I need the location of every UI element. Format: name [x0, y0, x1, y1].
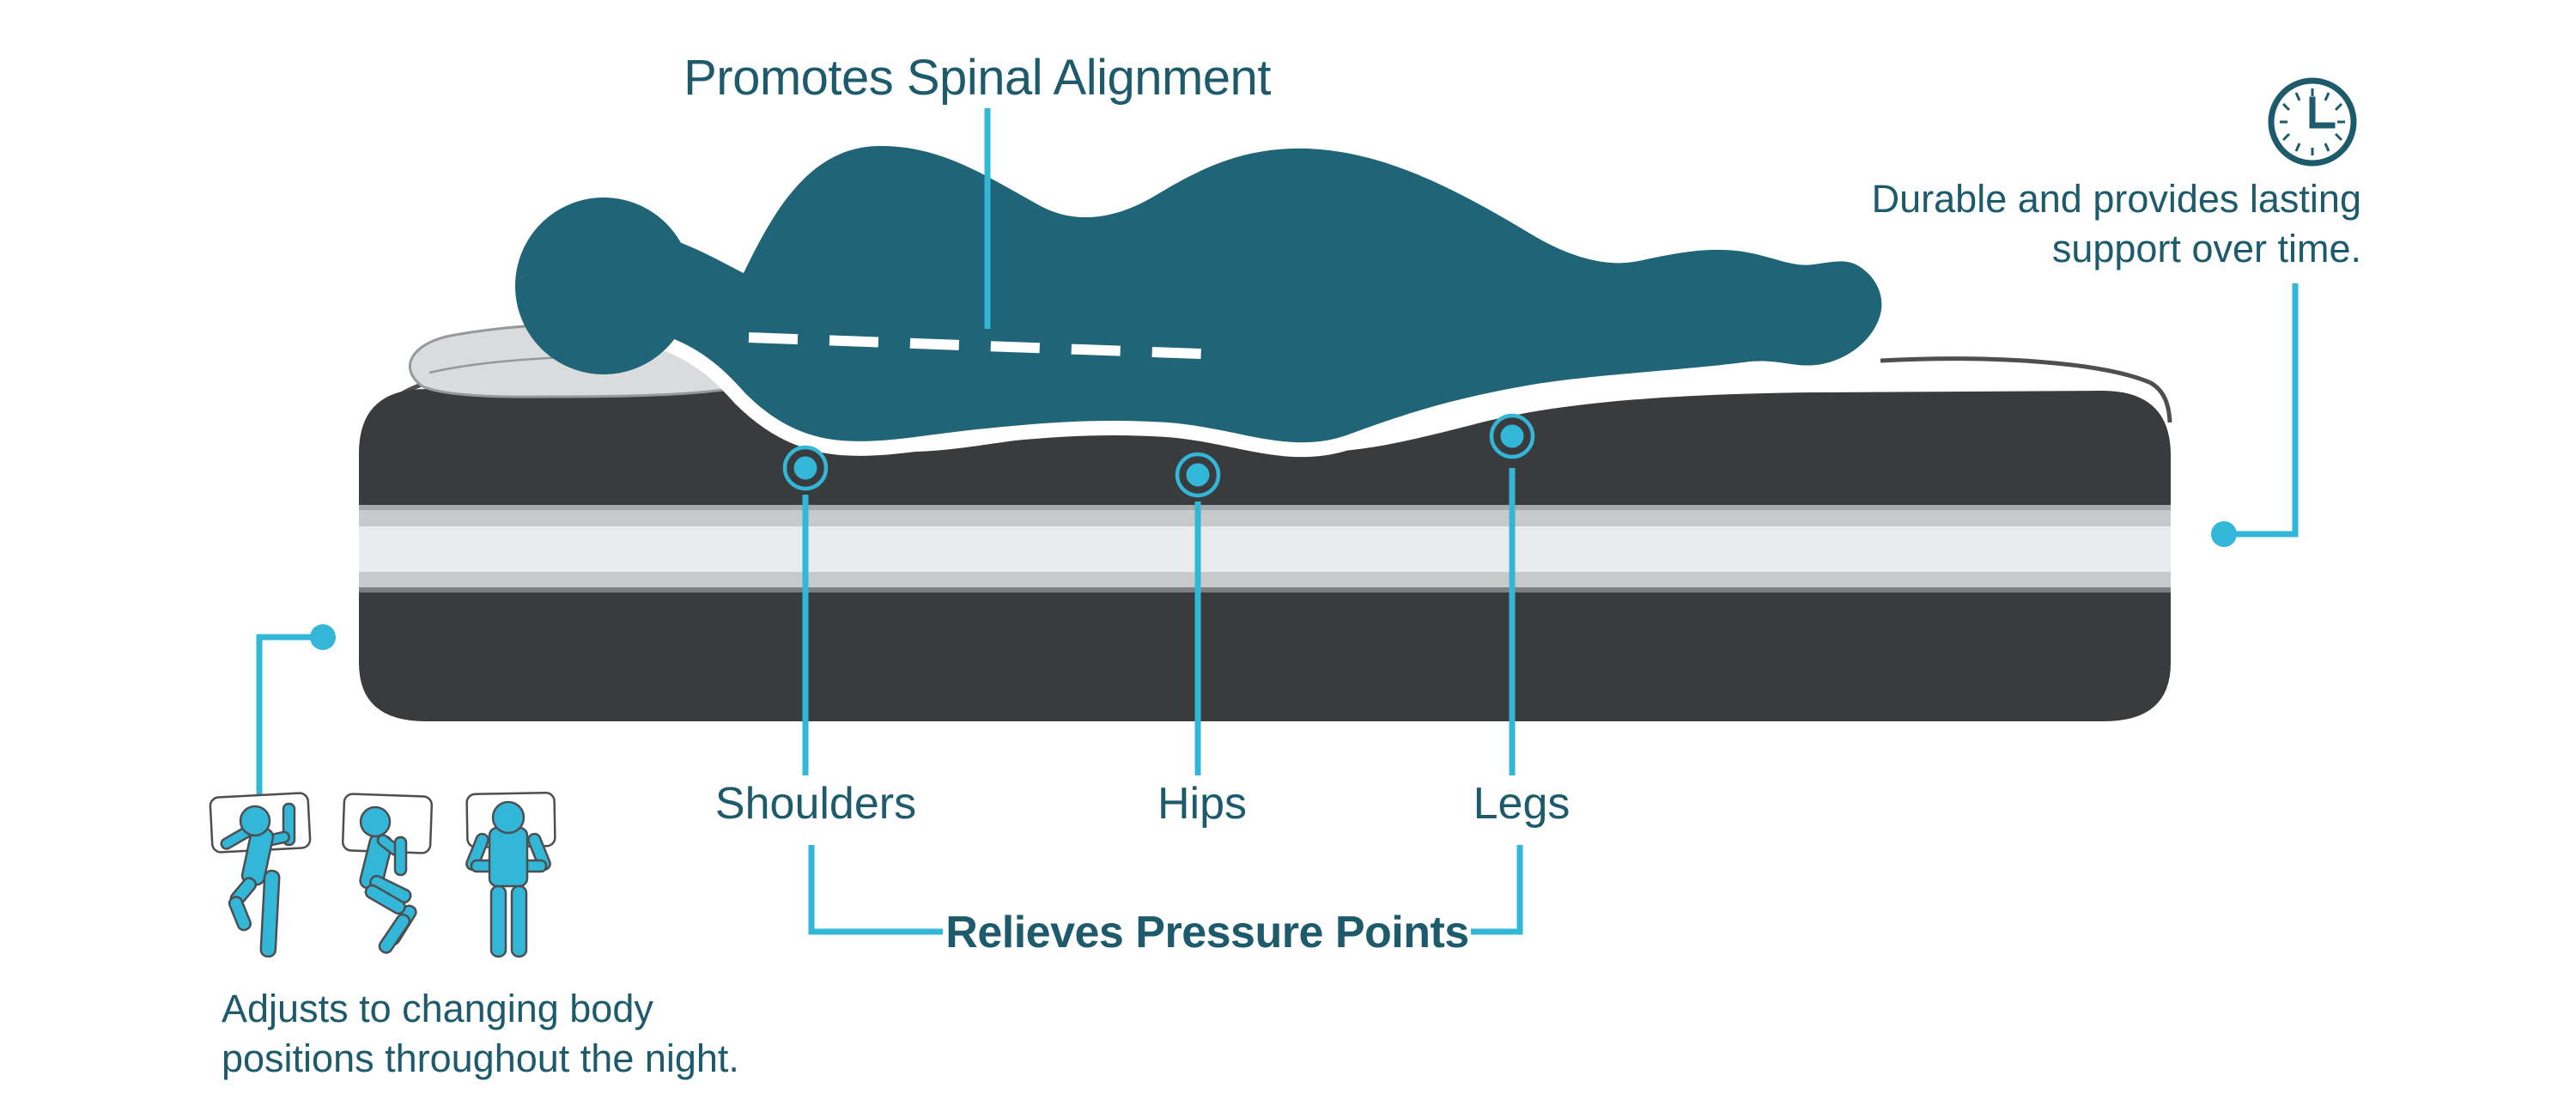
pressure-point-marker-hips — [1175, 452, 1221, 498]
side-sleeper-curled-icon — [341, 793, 434, 954]
stripe-gray-top — [359, 510, 2171, 526]
clock-icon — [2268, 77, 2357, 167]
pressure-label-hips: Hips — [1157, 779, 1248, 829]
pressure-heading: Relieves Pressure Points — [945, 908, 1469, 957]
durability-note-line1: Durable and provides lasting — [1871, 177, 2361, 221]
pressure-point-marker-legs — [1489, 413, 1535, 459]
adaptability-note: Adjusts to changing body positions throu… — [222, 984, 739, 1083]
stripe-separator-top — [359, 505, 2171, 510]
page-title: Promotes Spinal Alignment — [683, 50, 1271, 106]
adaptability-connector — [256, 634, 314, 816]
back-sleeper-leg-bent-icon — [209, 792, 312, 958]
pressure-point-marker-shoulders — [782, 445, 829, 491]
sleeper-positions-group — [209, 792, 556, 958]
pressure-label-legs: Legs — [1473, 779, 1571, 829]
legs-elbow-connector — [1471, 845, 1523, 935]
durability-connector — [2231, 283, 2299, 538]
stripe-light-band — [359, 526, 2171, 572]
adaptability-connector-dot — [310, 624, 336, 650]
sleeper-body — [668, 146, 1882, 443]
sheet-outline-right — [1880, 356, 2172, 423]
back-sleeper-straight-icon — [465, 792, 556, 958]
shoulders-elbow-connector — [808, 845, 943, 935]
sleeper-head — [515, 198, 692, 374]
adaptability-note-line2: positions throughout the night. — [222, 1036, 739, 1080]
durability-note-line2: support over time. — [2051, 226, 2361, 270]
stripe-separator-bottom — [359, 587, 2171, 592]
durability-note: Durable and provides lasting support ove… — [1872, 174, 2361, 273]
stripe-gray-bottom — [359, 572, 2171, 587]
adaptability-note-line1: Adjusts to changing body — [222, 987, 653, 1030]
pressure-label-shoulders: Shoulders — [714, 779, 917, 829]
durability-connector-dot — [2211, 521, 2237, 547]
